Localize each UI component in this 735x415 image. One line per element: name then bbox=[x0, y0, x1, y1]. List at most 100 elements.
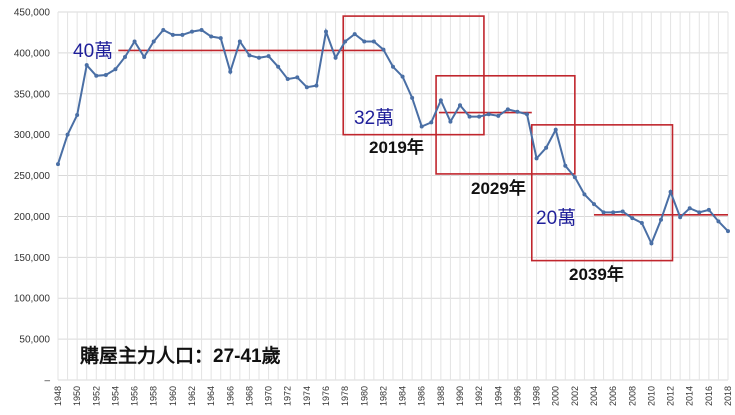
data-point bbox=[352, 32, 357, 37]
x-tick-label: 1972 bbox=[283, 386, 293, 406]
data-point bbox=[572, 175, 577, 180]
y-tick-label: 450,000 bbox=[14, 8, 51, 19]
x-tick-label: 1962 bbox=[187, 386, 197, 406]
data-point bbox=[180, 32, 185, 37]
data-point bbox=[505, 107, 510, 112]
x-tick-label: 2016 bbox=[704, 386, 714, 406]
y-tick-label: 200,000 bbox=[14, 212, 51, 223]
data-point bbox=[429, 120, 434, 125]
x-tick-label: 1978 bbox=[340, 386, 350, 406]
y-tick-label: 100,000 bbox=[14, 294, 51, 305]
x-tick-label: 2014 bbox=[685, 386, 695, 406]
x-tick-label: 1974 bbox=[302, 386, 312, 406]
data-point bbox=[410, 95, 415, 100]
x-tick-label: 1988 bbox=[436, 386, 446, 406]
data-point bbox=[563, 163, 568, 168]
label-20wan: 20萬 bbox=[536, 207, 576, 229]
data-point bbox=[706, 207, 711, 212]
x-tick-label: 1966 bbox=[225, 386, 235, 406]
x-tick-label: 1998 bbox=[532, 386, 542, 406]
data-point bbox=[218, 36, 223, 41]
data-point bbox=[400, 74, 405, 79]
data-point bbox=[314, 83, 319, 88]
data-point bbox=[601, 210, 606, 215]
data-point bbox=[534, 156, 539, 161]
data-point bbox=[295, 75, 300, 80]
data-point bbox=[103, 72, 108, 77]
data-point bbox=[716, 219, 721, 224]
data-point bbox=[113, 67, 118, 72]
label-32wan: 32萬 bbox=[354, 107, 394, 129]
data-point bbox=[391, 64, 395, 69]
data-point bbox=[620, 209, 625, 214]
data-point bbox=[324, 29, 328, 34]
x-tick-label: 1958 bbox=[149, 386, 159, 406]
period-label-2029: 2029年 bbox=[471, 178, 526, 198]
data-point bbox=[123, 54, 127, 59]
data-point bbox=[151, 39, 156, 44]
x-tick-label: 1976 bbox=[321, 386, 331, 406]
data-point bbox=[544, 145, 549, 150]
x-tick-label: 2004 bbox=[589, 386, 599, 406]
y-tick-label: 50,000 bbox=[19, 335, 50, 346]
data-point bbox=[639, 220, 644, 225]
data-point bbox=[285, 77, 290, 82]
data-point bbox=[477, 114, 482, 119]
data-point bbox=[371, 39, 376, 44]
x-tick-label: 1952 bbox=[91, 386, 101, 406]
x-tick-label: 1984 bbox=[398, 386, 408, 406]
x-tick-label: 2018 bbox=[723, 386, 733, 406]
x-tick-label: 2010 bbox=[646, 386, 656, 406]
gridlines bbox=[57, 11, 729, 381]
y-tick-label: 150,000 bbox=[14, 253, 51, 264]
y-tick-label: 300,000 bbox=[14, 130, 51, 141]
data-point bbox=[75, 113, 80, 118]
data-point bbox=[199, 27, 204, 32]
x-tick-label: 1968 bbox=[244, 386, 254, 406]
data-point bbox=[486, 112, 491, 117]
data-point bbox=[343, 39, 348, 44]
data-point bbox=[611, 210, 616, 215]
x-tick-label: 1986 bbox=[417, 386, 427, 406]
x-tick-label: 1960 bbox=[168, 386, 178, 406]
x-tick-label: 1990 bbox=[455, 386, 465, 406]
period-label-2039: 2039年 bbox=[569, 264, 624, 284]
data-point bbox=[515, 109, 520, 114]
x-tick-label: 1980 bbox=[359, 386, 369, 406]
data-point bbox=[65, 132, 70, 137]
data-point bbox=[458, 103, 462, 108]
x-tick-label: 1948 bbox=[53, 386, 63, 406]
x-tick-label: 1956 bbox=[130, 386, 140, 406]
data-point bbox=[170, 32, 175, 37]
population-series bbox=[56, 27, 730, 246]
data-point bbox=[362, 39, 367, 44]
data-point bbox=[333, 55, 338, 60]
data-point bbox=[687, 206, 692, 211]
data-point bbox=[659, 217, 663, 222]
data-point bbox=[237, 39, 242, 44]
x-tick-label: 2012 bbox=[666, 386, 676, 406]
data-point bbox=[553, 127, 558, 132]
data-point bbox=[419, 124, 424, 129]
x-axis-ticks: 1948 1950 1952 1954 1956 1958 1960 1962 1964 1966… bbox=[53, 386, 733, 406]
data-point bbox=[161, 27, 166, 32]
data-point bbox=[467, 114, 472, 119]
data-point bbox=[257, 55, 261, 60]
data-point bbox=[649, 241, 654, 246]
data-point bbox=[448, 119, 453, 124]
data-point bbox=[142, 54, 147, 59]
data-point bbox=[276, 64, 281, 69]
x-tick-label: 2006 bbox=[608, 386, 618, 406]
x-tick-label: 1954 bbox=[110, 386, 120, 406]
x-tick-label: 1996 bbox=[512, 386, 522, 406]
x-tick-label: 1964 bbox=[206, 386, 216, 406]
data-point bbox=[381, 47, 386, 52]
y-tick-label: 350,000 bbox=[14, 89, 51, 100]
x-tick-label: 2002 bbox=[570, 386, 580, 406]
label-40wan: 40萬 bbox=[73, 40, 113, 62]
data-point bbox=[678, 215, 683, 220]
x-tick-label: 1992 bbox=[474, 386, 484, 406]
data-point bbox=[94, 73, 99, 78]
y-tick-label: 400,000 bbox=[14, 48, 51, 59]
data-point bbox=[496, 113, 501, 118]
